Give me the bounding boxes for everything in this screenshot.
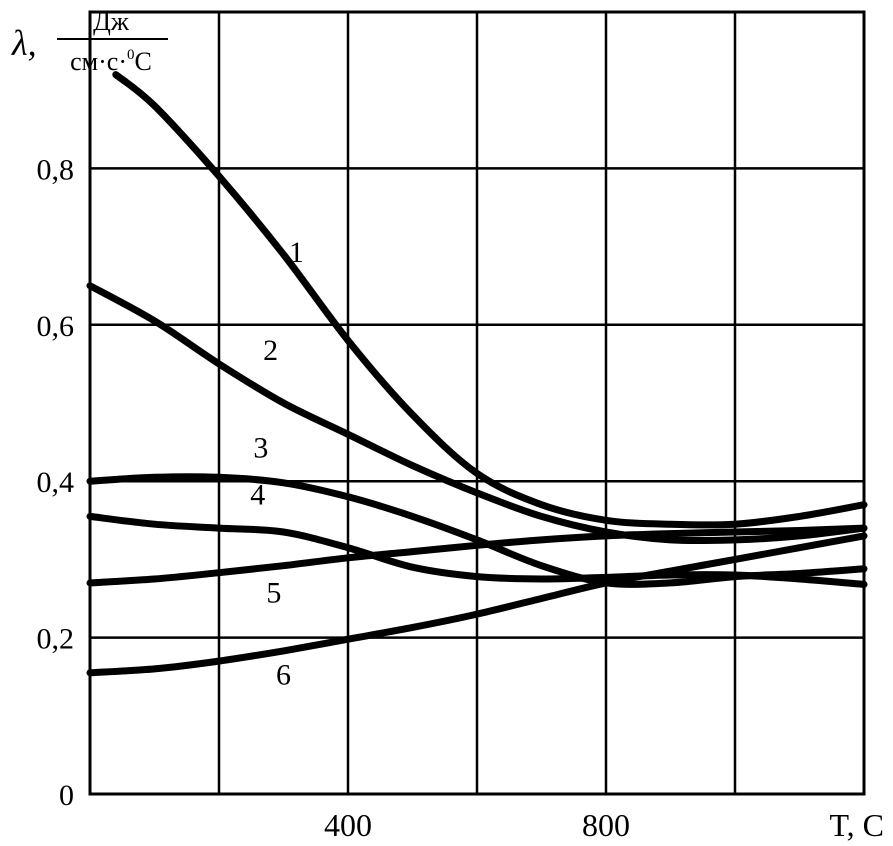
x-axis-title: T, C [829, 807, 884, 843]
series-line-4 [86, 512, 868, 588]
series-label-1: 1 [289, 236, 304, 269]
y-tick-label: 0,2 [37, 623, 75, 656]
series-line-6 [86, 532, 868, 677]
series-line-2 [86, 282, 868, 545]
y-tick-label: 0,8 [37, 153, 75, 186]
series-layer [86, 71, 868, 677]
y-tick-label: 0 [59, 779, 74, 812]
y-tick-label: 0,6 [37, 310, 75, 343]
series-label-6: 6 [276, 659, 291, 692]
x-tick-label: 800 [582, 807, 630, 843]
curve-labels: 1 2 3 4 5 6 [250, 236, 304, 691]
series-line-5 [86, 524, 868, 587]
y-axis-unit-denominator-end: С [135, 47, 152, 76]
y-axis-unit-denominator-sup: 0 [127, 47, 135, 63]
series-label-2: 2 [263, 334, 278, 367]
series-line-1 [112, 71, 868, 529]
ticks: 400 800 0 0,2 0,4 0,6 0,8 [37, 153, 631, 843]
grid [90, 12, 864, 794]
y-axis-symbol: λ, [11, 23, 37, 63]
series-label-5: 5 [266, 576, 281, 609]
y-tick-label: 0,4 [37, 466, 75, 499]
y-axis-unit-denominator: см·с·0С [70, 47, 152, 76]
y-axis-unit-denominator-base: см·с· [70, 47, 127, 76]
y-axis-title: λ, Дж см·с·0С [11, 7, 168, 76]
plot-frame [88, 10, 866, 796]
y-axis-unit-numerator: Дж [93, 7, 130, 36]
x-tick-label: 400 [324, 807, 372, 843]
series-label-3: 3 [253, 432, 268, 465]
series-label-4: 4 [250, 479, 265, 512]
